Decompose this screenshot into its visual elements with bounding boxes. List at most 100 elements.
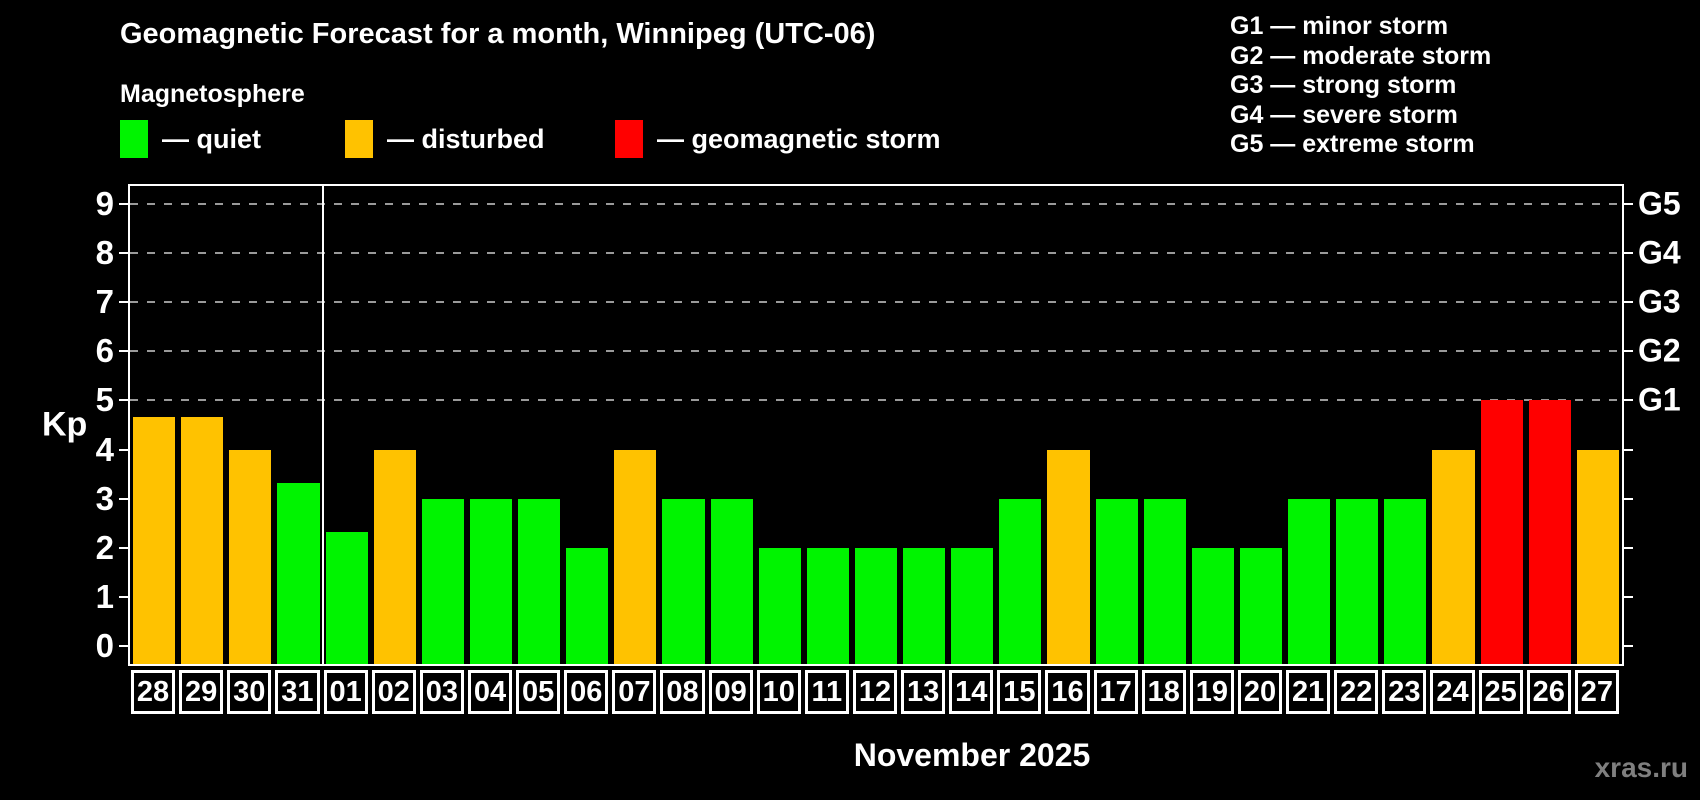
gridline-kp-6 [130,350,1622,353]
kp-bar-day-03 [421,498,464,664]
right-axis-tick-8 [1624,251,1633,254]
left-axis-tick-8 [119,251,128,254]
kp-bar-day-08 [662,498,705,664]
x-axis-title: November 2025 [853,737,1091,773]
left-axis-tick-0 [119,645,128,648]
y-axis-tick-label-5: 5 [95,381,114,419]
date-cell-25: 25 [1478,670,1523,714]
g-scale-legend-line-1: G1 — minor storm [1230,12,1449,40]
kp-bar-day-09 [710,498,753,664]
date-cell-23: 23 [1382,670,1427,714]
date-cell-29: 29 [179,670,224,714]
legend-item-disturbed: — disturbed [345,119,545,159]
date-cell-16: 16 [1045,670,1090,714]
right-axis-tick-1 [1624,596,1633,599]
gridline-kp-8 [130,251,1622,254]
left-axis-tick-9 [119,202,128,205]
y-axis-tick-label-3: 3 [95,479,114,517]
page-title: Geomagnetic Forecast for a month, Winnip… [120,18,876,50]
left-axis-tick-6 [119,350,128,353]
kp-bar-day-20 [1239,547,1283,664]
right-axis-tick-4 [1624,448,1633,451]
gridline-kp-5 [130,399,1622,402]
kp-bar-day-31 [277,482,320,664]
left-axis-tick-4 [119,448,128,451]
kp-bar-day-05 [518,498,561,664]
left-axis-tick-2 [119,546,128,549]
g-scale-legend: G1 — minor storm G2 — moderate storm G3 — … [1230,12,1491,160]
date-cell-31: 31 [275,670,320,714]
kp-bar-day-25 [1480,400,1523,664]
y-axis-tick-label-0: 0 [95,627,114,665]
gridline-kp-9 [130,202,1622,205]
kp-bar-day-22 [1336,498,1379,664]
date-cell-01: 01 [323,670,368,714]
y-axis-tick-label-9: 9 [95,184,114,222]
right-axis-label-g4: G4 [1638,234,1681,271]
plot-area [128,184,1624,666]
watermark: xras.ru [1594,752,1688,783]
kp-bar-day-07 [614,449,657,664]
right-axis-label-g2: G2 [1638,332,1681,369]
kp-bar-day-13 [903,547,946,664]
kp-bar-day-04 [469,498,513,664]
right-axis-tick-6 [1624,350,1633,353]
kp-bar-day-19 [1191,547,1234,664]
kp-bar-day-14 [951,547,994,664]
date-cell-10: 10 [756,670,801,714]
y-axis-tick-label-2: 2 [95,528,114,566]
left-axis-tick-5 [119,399,128,402]
date-cell-02: 02 [371,670,416,714]
g-scale-legend-line-2: G2 — moderate storm [1230,41,1492,70]
chart-subtitle: Magnetosphere [120,80,305,108]
kp-bar-day-01 [325,531,368,664]
right-axis-tick-7 [1624,301,1633,304]
kp-bar-day-23 [1384,498,1427,664]
right-axis-tick-9 [1624,202,1633,205]
date-cell-04: 04 [467,670,513,714]
left-axis-tick-1 [119,596,128,599]
kp-bar-day-21 [1288,498,1331,664]
g-scale-legend-line-4: G4 — severe storm [1230,100,1458,129]
date-cell-03: 03 [419,670,464,714]
right-axis-tick-5 [1624,399,1633,402]
date-cell-09: 09 [708,670,753,714]
left-axis-tick-7 [119,301,128,304]
y-axis-tick-label-6: 6 [95,332,114,370]
kp-bar-day-15 [999,498,1042,664]
date-cell-24: 24 [1430,670,1475,714]
date-cell-11: 11 [804,670,849,714]
right-axis-label-g1: G1 [1638,381,1681,418]
date-cell-08: 08 [660,670,705,714]
left-axis-tick-3 [119,497,128,500]
date-cell-15: 15 [997,670,1042,714]
y-axis-title: Kp [42,405,88,444]
right-axis-label-g5: G5 [1638,185,1681,222]
date-cell-30: 30 [227,670,272,714]
gridline-kp-7 [130,301,1622,304]
date-cell-17: 17 [1093,670,1138,714]
kp-bar-day-02 [373,449,416,664]
kp-bar-day-24 [1432,449,1475,664]
y-axis-tick-label-1: 1 [95,578,114,616]
disturbed-swatch-icon [345,120,373,158]
date-cell-27: 27 [1574,670,1619,714]
right-axis-tick-3 [1624,497,1633,500]
legend-label-quiet: — quiet [162,123,261,154]
date-cell-05: 05 [516,670,561,714]
y-axis-tick-label-8: 8 [95,233,114,271]
date-cell-13: 13 [901,670,946,714]
storm-swatch-icon [615,120,643,158]
kp-bar-day-06 [566,547,609,664]
date-cell-26: 26 [1526,670,1571,714]
legend-item-storm: — geomagnetic storm [615,119,941,159]
date-cell-06: 06 [564,670,609,714]
g-scale-legend-line-3: G3 — strong storm [1230,71,1457,99]
date-cell-22: 22 [1334,670,1379,714]
right-axis-tick-0 [1624,645,1633,648]
date-cell-12: 12 [852,670,898,714]
kp-bar-day-16 [1047,449,1090,664]
date-cell-07: 07 [612,670,657,714]
month-boundary-line [321,186,324,664]
kp-bar-day-18 [1143,498,1186,664]
